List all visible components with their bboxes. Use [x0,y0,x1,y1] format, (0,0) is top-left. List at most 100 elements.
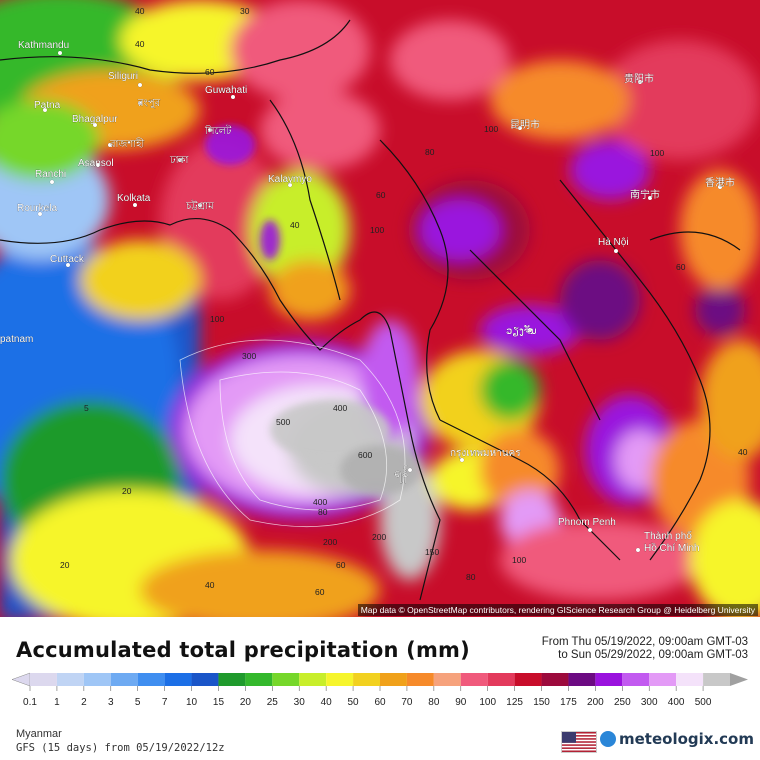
legend-swatch [272,673,300,686]
us-flag-icon[interactable] [561,731,597,753]
legend-label: 100 [479,697,496,708]
contour-label: 100 [650,148,664,158]
contour-label: 60 [315,587,325,597]
city-labels: Kathmandu Siliguri Guwahati Patna Bhagal… [0,40,735,554]
legend-swatch [299,673,327,686]
location-info: Myanmar GFS (15 days) from 05/19/2022/12… [16,727,225,755]
legend-swatch [649,673,677,686]
city-bhagalpur: Bhagalpur [72,114,118,125]
contour-label: 5 [84,403,89,413]
legend-label: 25 [267,697,279,708]
model-run: GFS (15 days) from 05/19/2022/12z [16,742,225,754]
contour-label: 40 [738,447,748,457]
city-rangpur: রংপুর [137,98,161,109]
legend-swatch [380,673,407,686]
contour-label: 20 [60,560,70,570]
date-range: From Thu 05/19/2022, 09:00am GMT-03 to S… [542,636,748,662]
contour-label: 500 [276,417,290,427]
precipitation-map[interactable]: Kathmandu Siliguri Guwahati Patna Bhagal… [0,0,760,617]
legend-label: 500 [695,697,712,708]
city-kathmandu: Kathmandu [18,40,69,51]
city-hongkong: 香港市 [705,176,735,189]
city-hcm-line1: Thành phố [644,530,692,542]
legend-label: 400 [668,697,685,708]
city-dhaka: ঢাকা [169,155,190,166]
location-name: Myanmar [16,728,62,740]
legend-label: 30 [294,697,306,708]
legend-label: 300 [641,697,658,708]
contour-label: 100 [512,555,526,565]
contour-label: 300 [242,351,256,361]
precip-field [0,0,760,617]
legend-label: 80 [428,697,440,708]
legend-swatch [622,673,650,686]
map-attribution: Map data © OpenStreetMap contributors, r… [357,604,758,616]
contour-label: 60 [205,67,215,77]
contour-label: 400 [313,497,327,507]
legend-swatch [568,673,596,686]
contour-label: 80 [425,147,435,157]
city-nanning: 南宁市 [630,188,660,201]
city-rourkela: Rourkela [17,203,57,214]
city-patnam: patnam [0,334,33,345]
legend-swatch [110,673,138,686]
legend-swatch [218,673,246,686]
city-guwahati: Guwahati [205,85,247,96]
city-yangon: ရန် [394,465,409,483]
city-ranchi: Ranchi [35,169,66,180]
legend-swatch [326,673,354,686]
legend-label: 70 [401,697,413,708]
contour-label: 100 [370,225,384,235]
contour-label: 30 [240,6,250,16]
city-kalaymyo: Kalaymyo [268,174,312,185]
brand-logo[interactable]: meteologix.com [600,730,754,748]
globe-icon [600,731,616,747]
legend-swatch [703,673,730,686]
city-hanoi: Hà Nội [598,237,629,248]
legend-swatch [245,673,273,686]
legend-label: 50 [348,697,360,708]
legend-label: 200 [587,697,604,708]
legend-swatch [514,673,542,686]
contour-label: 60 [676,262,686,272]
contour-label: 200 [323,537,337,547]
map-canvas: Kathmandu Siliguri Guwahati Patna Bhagal… [0,0,760,617]
legend-label: 150 [533,697,550,708]
city-vientiane: ວຽງຈັນ [506,325,537,337]
contour-label: 80 [318,507,328,517]
city-bangkok: กรุงเทพมหานคร [450,448,521,459]
contour-label: 60 [376,190,386,200]
city-hcm-line2: Hồ Chí Minh [644,542,700,554]
legend-swatch [83,673,111,686]
legend-swatch [406,673,434,686]
chart-title: Accumulated total precipitation (mm) [16,638,470,662]
legend-swatch [595,673,623,686]
legend-swatch [353,673,380,686]
contour-labels: 40 40 40 60 60 60 60 80 80 100 100 100 1… [60,6,748,597]
legend-bar: 0.1 1 2 3 5 7 10 15 20 25 30 40 50 60 70 80 90 100 125 150 1… [11,672,748,708]
contour-label: 400 [333,403,347,413]
legend-label: 90 [455,697,467,708]
legend-label: 1 [54,697,60,708]
city-sylhet: সিলেট [204,124,232,137]
city-kunming: 昆明市 [510,118,540,131]
contour-label: 100 [484,124,498,134]
legend-swatch [137,673,165,686]
legend-swatch [433,673,461,686]
legend-label: 3 [108,697,114,708]
legend-label: 5 [135,697,141,708]
contour-label: 20 [122,486,132,496]
city-kolkata: Kolkata [117,193,151,204]
legend-swatch [676,673,704,686]
date-from: From Thu 05/19/2022, 09:00am GMT-03 [541,636,748,648]
legend-label: 0.1 [23,697,37,708]
legend-arrow-left [11,672,31,687]
contour-label: 200 [372,532,386,542]
contour-label: 600 [358,450,372,460]
legend-swatch [487,673,515,686]
city-rajshahi: রাজশাহী [109,137,144,150]
legend-swatch [30,673,57,686]
legend-label: 250 [614,697,631,708]
legend-swatch [56,673,84,686]
legend-label: 7 [162,697,168,708]
